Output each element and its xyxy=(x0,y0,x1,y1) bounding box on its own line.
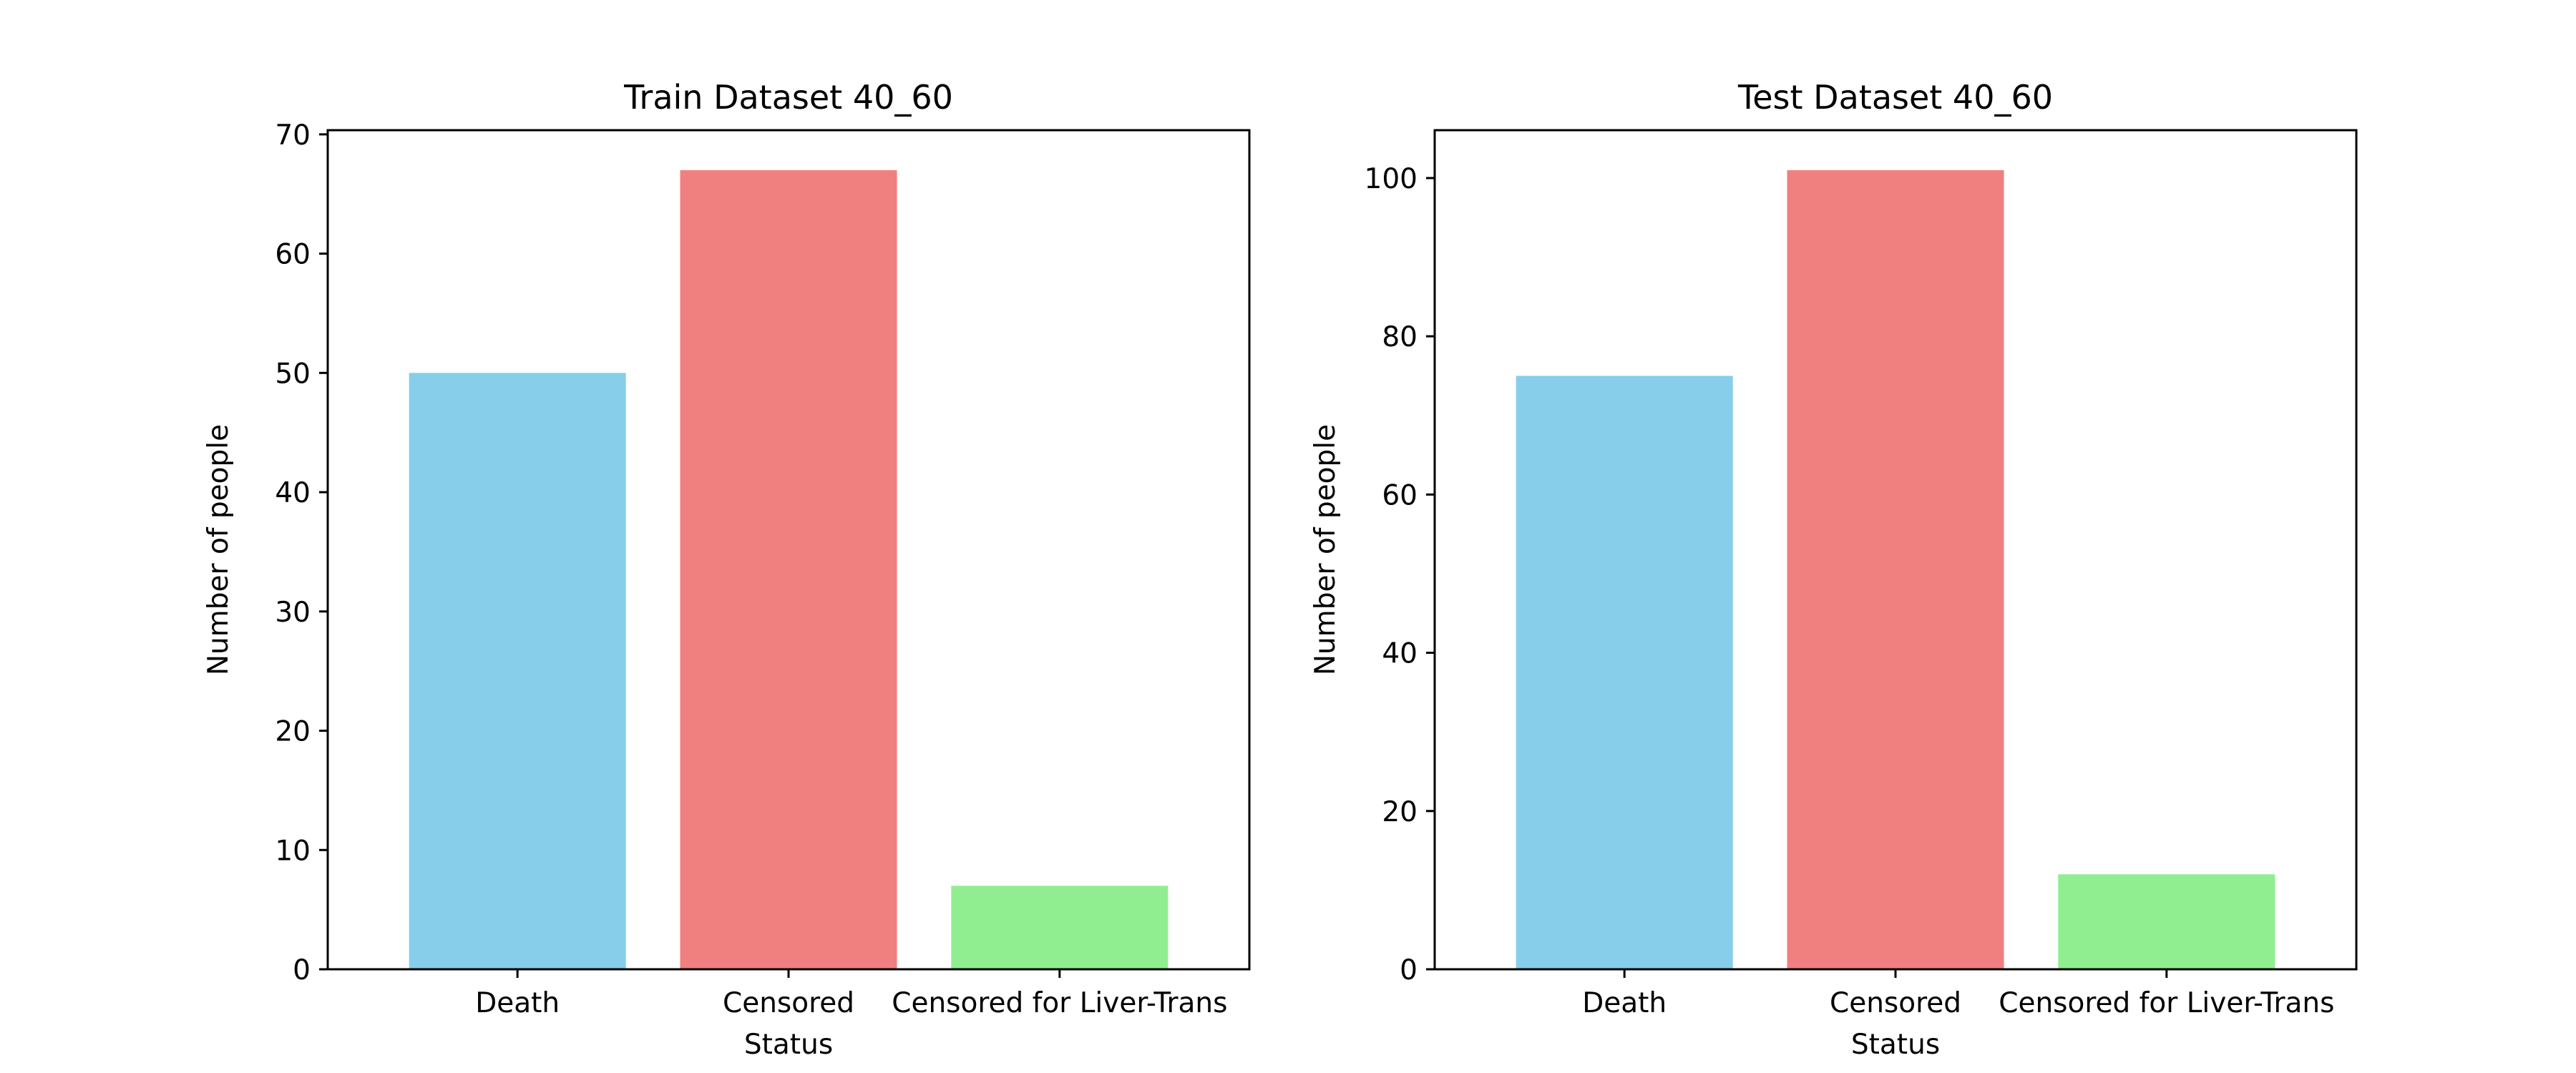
y-tick-label: 50 xyxy=(275,358,311,390)
y-tick-label: 0 xyxy=(293,954,311,986)
train-chart-panel: Train Dataset 40_60 Number of people Sta… xyxy=(203,78,1251,1061)
y-ticks: 0 10 20 30 40 50 60 70 xyxy=(275,119,328,986)
bar-death xyxy=(409,373,626,969)
x-tick-label: Death xyxy=(1582,987,1667,1019)
y-tick-label: 20 xyxy=(275,716,311,748)
y-tick-label: 70 xyxy=(275,119,311,152)
y-tick-label: 0 xyxy=(1400,954,1418,986)
x-tick-label: Censored for Liver-Trans xyxy=(1999,987,2334,1019)
chart-title: Test Dataset 40_60 xyxy=(1737,78,2053,117)
x-tick-label: Censored xyxy=(723,987,854,1019)
x-tick-label: Censored for Liver-Trans xyxy=(892,987,1227,1019)
y-tick-label: 10 xyxy=(275,835,311,867)
y-tick-label: 20 xyxy=(1382,796,1418,828)
x-tick-label: Death xyxy=(475,987,560,1019)
x-ticks: Death Censored Censored for Liver-Trans xyxy=(1582,969,2334,1019)
bar-censored xyxy=(680,170,897,969)
y-tick-label: 40 xyxy=(1382,638,1418,670)
y-tick-label: 30 xyxy=(275,597,311,629)
bar-censored xyxy=(1787,170,2004,969)
x-ticks: Death Censored Censored for Liver-Trans xyxy=(475,969,1227,1019)
bars xyxy=(1516,170,2275,969)
bar-death xyxy=(1516,376,1733,969)
x-axis-label: Status xyxy=(1851,1029,1940,1061)
y-tick-label: 60 xyxy=(1382,479,1418,511)
x-tick-label: Censored xyxy=(1830,987,1961,1019)
y-tick-label: 60 xyxy=(275,239,311,271)
y-tick-label: 40 xyxy=(275,477,311,509)
y-axis-label: Number of people xyxy=(1309,424,1342,675)
chart-title: Train Dataset 40_60 xyxy=(623,78,953,117)
bar-censored-for-liver-trans xyxy=(951,886,1169,969)
axes-frame xyxy=(326,129,1251,971)
bars xyxy=(409,170,1169,969)
axes-frame xyxy=(1433,129,2358,971)
x-axis-label: Status xyxy=(744,1029,833,1061)
bar-censored-for-liver-trans xyxy=(2058,874,2275,969)
y-axis-label: Number of people xyxy=(203,424,235,675)
y-ticks: 0 20 40 60 80 100 xyxy=(1365,163,1435,986)
y-tick-label: 100 xyxy=(1365,163,1418,195)
y-tick-label: 80 xyxy=(1382,321,1418,353)
test-chart-panel: Test Dataset 40_60 Number of people Stat… xyxy=(1309,78,2358,1061)
